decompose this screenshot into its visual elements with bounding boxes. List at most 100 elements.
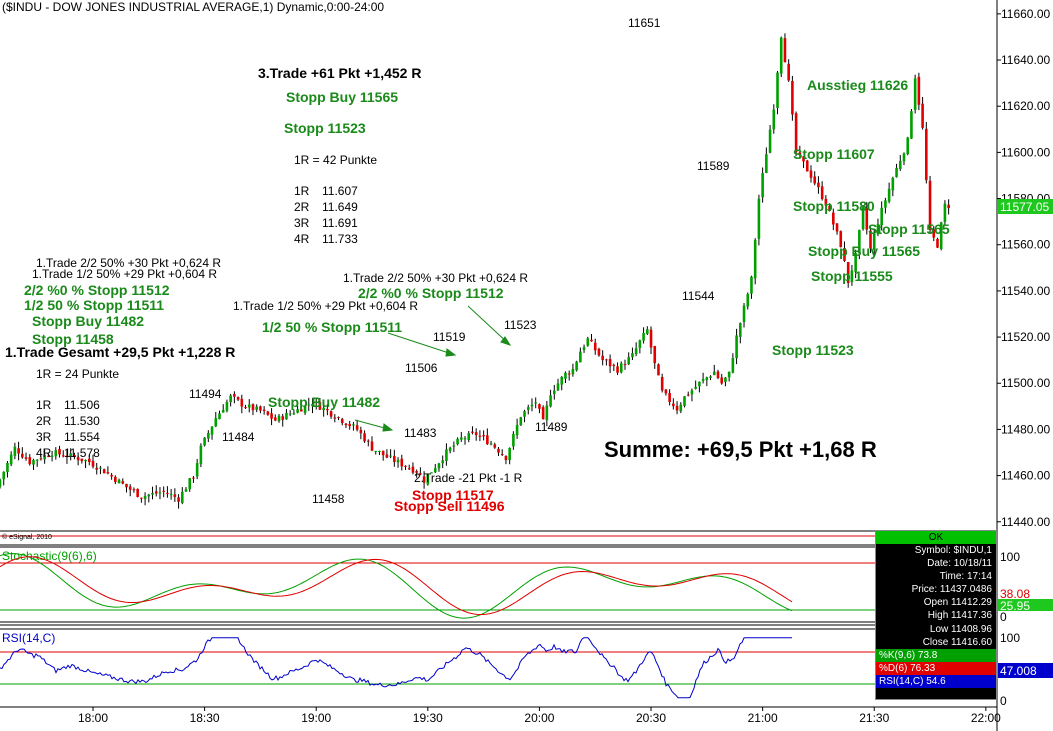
level-label: 3R bbox=[36, 430, 52, 444]
candle-body bbox=[262, 409, 266, 411]
t3-buy: Stopp Buy 11565 bbox=[286, 89, 398, 105]
stoch-k-badge bbox=[998, 599, 1053, 611]
candle-body bbox=[393, 456, 396, 462]
candle-body bbox=[638, 340, 642, 349]
level-value: 11.733 bbox=[322, 232, 358, 246]
candle-body bbox=[236, 397, 240, 400]
candle-body bbox=[720, 377, 724, 384]
candle-body bbox=[244, 407, 247, 409]
candle-body bbox=[805, 160, 809, 172]
candle-body bbox=[65, 455, 69, 458]
r-s3: Stopp 11565 bbox=[868, 221, 950, 237]
t1-gesamt: 1.Trade Gesamt +29,5 Pkt +1,228 R bbox=[5, 344, 235, 360]
price-tick-label: 11520.00 bbox=[1001, 330, 1050, 344]
candle-body bbox=[646, 329, 649, 334]
candle-body bbox=[865, 208, 869, 230]
level-value: 11.578 bbox=[64, 446, 100, 460]
candle-body bbox=[255, 406, 258, 410]
price-tick-label: 11500.00 bbox=[1001, 376, 1050, 390]
candle-body bbox=[753, 240, 757, 279]
candle-body bbox=[891, 177, 895, 191]
candle-body bbox=[195, 463, 199, 477]
t3-r: 1R = 42 Punkte bbox=[294, 153, 377, 167]
candle-body bbox=[571, 369, 575, 375]
level-label: 4R bbox=[294, 232, 310, 246]
candle-body bbox=[80, 458, 84, 462]
candle-body bbox=[348, 424, 351, 427]
price-tick-label: 11460.00 bbox=[1001, 469, 1050, 483]
time-tick-label: 21:30 bbox=[859, 711, 889, 725]
candle-body bbox=[619, 363, 623, 373]
candle-body bbox=[828, 205, 831, 211]
candle-body bbox=[917, 76, 921, 105]
candle-body bbox=[333, 417, 337, 419]
candle-body bbox=[407, 468, 411, 470]
price-point-label: 11589 bbox=[697, 159, 730, 173]
last-price-label: 11577.05 bbox=[1000, 200, 1049, 214]
candle-body bbox=[631, 353, 634, 358]
candle-body bbox=[162, 490, 165, 492]
candle-body bbox=[292, 413, 296, 415]
candle-body bbox=[426, 474, 430, 485]
time-tick-label: 18:30 bbox=[190, 711, 220, 725]
candle-body bbox=[601, 355, 604, 361]
data-row-price: Price: 11437.0486 bbox=[911, 584, 992, 596]
candle-body bbox=[556, 383, 560, 391]
candle-body bbox=[768, 129, 772, 153]
t1-s3: Stopp Buy 11482 bbox=[32, 313, 144, 329]
candle-body bbox=[913, 78, 917, 110]
candle-body bbox=[582, 347, 586, 351]
mid-buy: Stopp Buy 11482 bbox=[268, 394, 380, 410]
candle-body bbox=[500, 453, 504, 455]
t1-levels: 1R 11.506 2R 11.530 3R 11.554 4R 11.578 bbox=[36, 398, 100, 460]
r-s6: Stopp 11523 bbox=[772, 342, 854, 358]
candle-body bbox=[47, 455, 50, 457]
data-row-high: High 11417.36 bbox=[927, 610, 992, 622]
t1-12: 1.Trade 1/2 50% +29 Pkt +0,604 R bbox=[32, 267, 217, 281]
candle-body bbox=[411, 466, 415, 473]
chart-frame bbox=[0, 0, 998, 731]
candle-body bbox=[199, 445, 203, 465]
candle-body bbox=[597, 348, 601, 356]
data-window-ok[interactable]: OK bbox=[876, 531, 996, 544]
candle-body bbox=[87, 458, 91, 463]
candle-body bbox=[437, 463, 441, 469]
price-point-label: 11523 bbox=[504, 318, 537, 332]
candle-body bbox=[32, 459, 35, 465]
t1-r: 1R = 24 Punkte bbox=[36, 367, 119, 381]
candle-body bbox=[858, 229, 861, 254]
stoch-d-badge bbox=[998, 587, 1053, 600]
candle-body bbox=[575, 361, 578, 371]
candle-body bbox=[355, 425, 359, 430]
candle-body bbox=[311, 404, 314, 407]
t3-levels: 1R 11.607 2R 11.649 3R 11.691 4R 11.733 bbox=[294, 184, 358, 246]
candle-body bbox=[787, 63, 790, 81]
candle-body bbox=[6, 462, 9, 473]
candle-body bbox=[359, 429, 363, 434]
candle-body bbox=[593, 342, 597, 351]
candle-body bbox=[523, 411, 526, 417]
candle-body bbox=[846, 261, 850, 284]
candle-body bbox=[616, 366, 619, 373]
candle-body bbox=[50, 455, 54, 457]
candle-body bbox=[69, 453, 72, 456]
candle-body bbox=[925, 128, 928, 181]
candle-body bbox=[441, 460, 444, 464]
candle-body bbox=[91, 461, 95, 467]
candle-body bbox=[415, 471, 418, 473]
candle-body bbox=[538, 404, 541, 409]
candle-body bbox=[110, 474, 113, 477]
summary: Summe: +69,5 Pkt +1,68 R bbox=[604, 437, 877, 462]
candle-body bbox=[9, 454, 13, 465]
price-point-label: 11494 bbox=[189, 387, 222, 401]
stoch-k-value: 25.95 bbox=[1000, 599, 1030, 613]
price-tick-label: 11540.00 bbox=[1001, 284, 1050, 298]
candle-body bbox=[337, 417, 340, 419]
candle-body bbox=[452, 445, 456, 447]
data-row-date: Date: 10/18/11 bbox=[927, 558, 992, 570]
candle-body bbox=[385, 454, 389, 458]
candle-body bbox=[482, 435, 485, 437]
level-value: 11.649 bbox=[322, 200, 358, 214]
price-point-label: 11651 bbox=[628, 16, 661, 30]
price-tick-label: 11660.00 bbox=[1001, 7, 1050, 21]
